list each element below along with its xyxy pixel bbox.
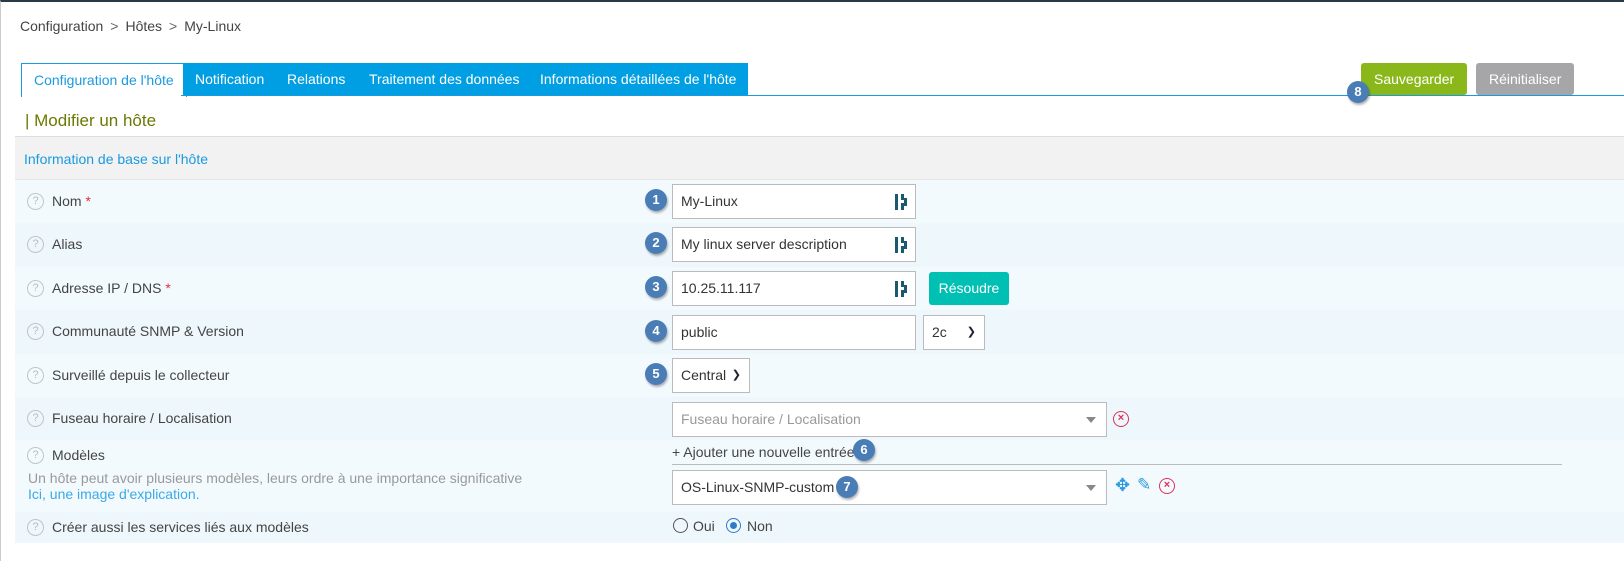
field-label: Communauté SNMP & Version xyxy=(52,323,244,339)
select-value: OS-Linux-SNMP-custom xyxy=(681,479,835,495)
resolve-button[interactable]: Résoudre xyxy=(929,272,1009,305)
label-text: Nom xyxy=(52,193,82,209)
tab-data-processing[interactable]: Traitement des données xyxy=(357,63,532,96)
step-badge: 1 xyxy=(645,189,667,211)
templates-hint: Un hôte peut avoir plusieurs modèles, le… xyxy=(28,470,523,486)
step-badge: 5 xyxy=(645,363,667,385)
breadcrumb-current: My-Linux xyxy=(184,18,242,34)
field-label: Fuseau horaire / Localisation xyxy=(52,410,232,426)
input-value: My-Linux xyxy=(681,193,738,209)
required-mark: * xyxy=(85,193,91,209)
input-value: 10.25.11.117 xyxy=(681,280,761,296)
help-icon[interactable]: ? xyxy=(27,367,44,384)
help-icon[interactable]: ? xyxy=(27,410,44,427)
input-value: public xyxy=(681,324,718,340)
add-template-link[interactable]: + Ajouter une nouvelle entrée xyxy=(672,444,855,460)
select-value: Central xyxy=(681,367,727,383)
form-row-poller: ? Surveillé depuis le collecteur xyxy=(15,354,1624,397)
breadcrumb-hosts[interactable]: Hôtes xyxy=(125,18,163,34)
radio-label-non: Non xyxy=(747,518,773,534)
tab-extended-info[interactable]: Informations détaillées de l'hôte xyxy=(528,63,749,96)
help-icon[interactable]: ? xyxy=(27,193,44,210)
timezone-select[interactable]: Fuseau horaire / Localisation xyxy=(672,402,1107,437)
help-icon[interactable]: ? xyxy=(27,323,44,340)
address-input[interactable]: 10.25.11.117 xyxy=(672,271,916,306)
required-mark: * xyxy=(165,280,171,296)
macro-icon[interactable] xyxy=(895,194,908,210)
field-label: Créer aussi les services liés aux modèle… xyxy=(52,519,309,535)
template-select[interactable]: OS-Linux-SNMP-custom xyxy=(672,470,1107,505)
label-text: Adresse IP / DNS xyxy=(52,280,162,296)
macro-icon[interactable] xyxy=(895,237,908,253)
move-icon[interactable]: ✥ xyxy=(1115,475,1131,495)
remove-icon[interactable]: × xyxy=(1159,478,1175,494)
dropdown-arrow-icon xyxy=(1086,485,1096,491)
snmp-version-select[interactable]: 2c ❯ xyxy=(923,315,985,350)
tab-underline xyxy=(181,95,1624,96)
input-value: My linux server description xyxy=(681,236,847,252)
clear-icon[interactable]: × xyxy=(1113,411,1129,427)
field-label: Surveillé depuis le collecteur xyxy=(52,367,230,383)
select-value: 2c xyxy=(932,324,947,340)
help-icon[interactable]: ? xyxy=(27,447,44,464)
radio-non[interactable] xyxy=(726,518,741,533)
breadcrumb-separator: > xyxy=(110,18,119,34)
name-input[interactable]: My-Linux xyxy=(672,184,916,219)
breadcrumb: Configuration > Hôtes > My-Linux xyxy=(20,18,241,34)
snmp-community-input[interactable]: public xyxy=(672,315,916,350)
edit-pencil-icon[interactable]: ✎ xyxy=(1137,475,1152,494)
step-badge: 6 xyxy=(853,439,875,461)
tab-notification[interactable]: Notification xyxy=(183,63,277,96)
section-header: Information de base sur l'hôte xyxy=(15,136,1624,180)
divider xyxy=(672,464,1562,465)
tab-relations[interactable]: Relations xyxy=(275,63,358,96)
page-title: | Modifier un hôte xyxy=(25,111,157,130)
radio-oui[interactable] xyxy=(673,518,688,533)
select-placeholder: Fuseau horaire / Localisation xyxy=(681,411,861,427)
explanation-link[interactable]: Ici, une image d'explication. xyxy=(28,486,200,502)
chevron-down-icon: ❯ xyxy=(731,369,741,381)
tab-host-configuration[interactable]: Configuration de l'hôte xyxy=(21,63,187,97)
step-badge: 3 xyxy=(645,276,667,298)
field-label: Nom * xyxy=(52,193,91,209)
macro-icon[interactable] xyxy=(895,281,908,297)
field-label: Alias xyxy=(52,236,83,252)
chevron-down-icon: ❯ xyxy=(966,326,976,338)
help-icon[interactable]: ? xyxy=(27,519,44,536)
poller-select[interactable]: Central ❯ xyxy=(672,358,750,393)
step-badge: 7 xyxy=(836,476,858,498)
save-button[interactable]: Sauvegarder xyxy=(1361,63,1468,95)
dropdown-arrow-icon xyxy=(1086,417,1096,423)
breadcrumb-separator: > xyxy=(169,18,178,34)
step-badge: 2 xyxy=(645,232,667,254)
help-icon[interactable]: ? xyxy=(27,280,44,297)
step-badge: 4 xyxy=(645,320,667,342)
reset-button[interactable]: Réinitialiser xyxy=(1476,63,1575,95)
breadcrumb-configuration[interactable]: Configuration xyxy=(20,18,104,34)
field-label: Modèles xyxy=(52,447,105,463)
radio-label-oui: Oui xyxy=(693,518,715,534)
form-row-create-services: ? Créer aussi les services liés aux modè… xyxy=(15,512,1624,543)
field-label: Adresse IP / DNS * xyxy=(52,280,171,296)
help-icon[interactable]: ? xyxy=(27,236,44,253)
step-badge: 8 xyxy=(1347,81,1369,103)
alias-input[interactable]: My linux server description xyxy=(672,227,916,262)
